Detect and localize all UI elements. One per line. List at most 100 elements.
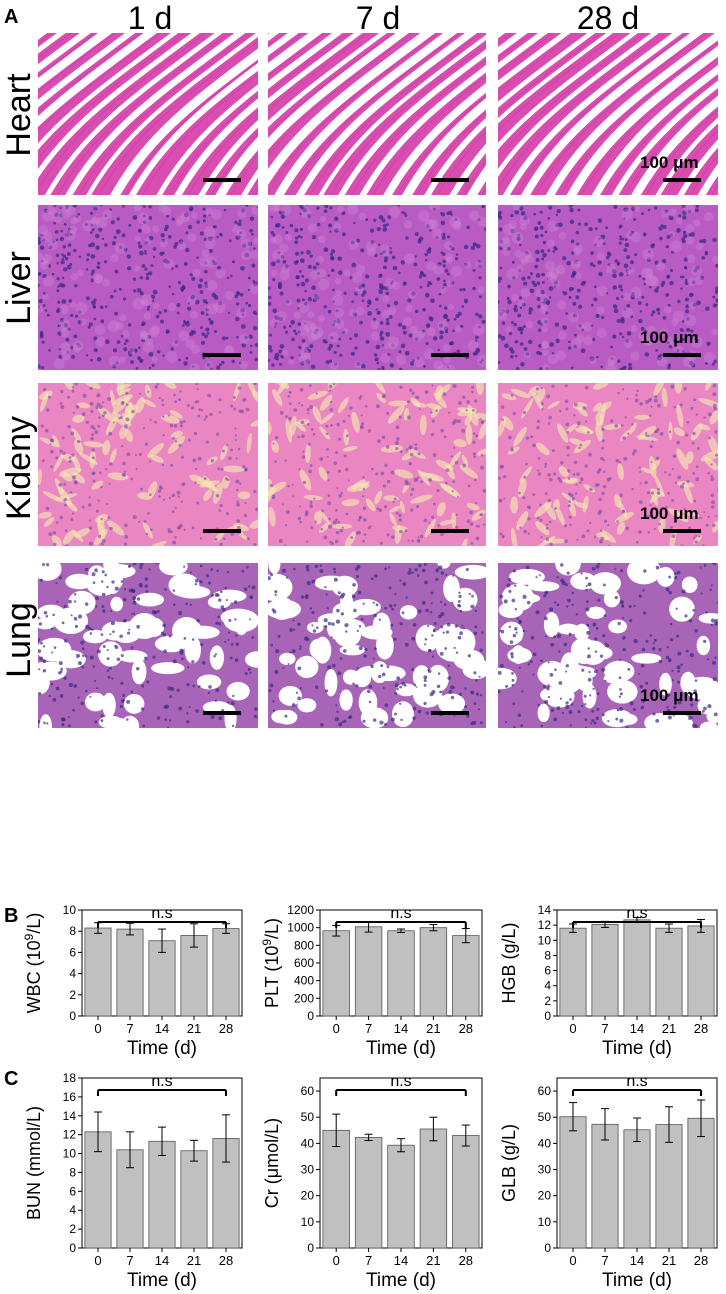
y-tick-label: 4 [69,967,76,981]
y-tick-label: 400 [294,974,314,988]
x-tick-label: 21 [662,1021,676,1036]
bar [116,928,144,1017]
significance-label: n.s [390,1073,411,1090]
significance-label: n.s [626,905,647,922]
x-axis-label: Time (d) [127,1038,197,1059]
y-tick-label: 6 [544,964,551,978]
significance-label: n.s [390,905,411,922]
scale-bar [431,711,469,715]
x-axis-label: Time (d) [602,1270,672,1291]
row-label-kidney: Kideny [0,416,38,520]
y-tick-label: 10 [538,933,552,947]
scale-bar [431,353,469,357]
bar [623,1129,651,1249]
y-tick-label: 60 [538,1084,552,1098]
scale-bar [203,711,241,715]
x-tick-label: 0 [569,1253,576,1268]
y-tick-label: 60 [301,1084,315,1098]
significance-label: n.s [626,1073,647,1090]
histology-liver-28d [498,205,718,370]
x-tick-label: 14 [630,1021,644,1036]
bar [559,927,587,1017]
x-tick-label: 21 [426,1021,440,1036]
x-tick-label: 0 [94,1021,101,1036]
significance-label: n.s [151,1073,172,1090]
y-tick-label: 12 [63,1128,77,1142]
significance-label: n.s [151,905,172,922]
scale-bar [663,711,701,715]
y-tick-label: 10 [301,1215,315,1229]
y-tick-label: 800 [294,938,314,952]
histology-heart-7d [268,33,486,195]
y-tick-label: 20 [301,1189,315,1203]
panel-label-c: C [4,1068,19,1090]
bun-chart: 0 7 14 21 28 0 2 4 6 8 10 12 14 16 18 n.s Time (d) BUN (m… [24,1071,243,1291]
scale-bar [663,529,701,533]
y-tick-label: 8 [544,948,551,962]
x-tick-label: 0 [333,1253,340,1268]
x-tick-label: 28 [219,1021,233,1036]
glb-chart: 0 7 14 21 28 0 10 20 30 40 50 60 n.s Time (d) GLB (g/L… [499,1073,718,1291]
y-tick-label: 14 [63,1109,77,1123]
y-tick-label: 0 [69,1241,76,1255]
bar [687,1117,715,1249]
y-tick-label: 2 [69,1222,76,1236]
bar [591,1123,619,1249]
y-tick-label: 4 [544,979,551,993]
y-tick-label: 10 [63,1147,77,1161]
x-axis-label: Time (d) [127,1270,197,1291]
y-tick-label: 14 [538,903,552,917]
y-tick-label: 40 [538,1136,552,1150]
x-tick-label: 28 [459,1021,473,1036]
y-tick-label: 6 [69,1184,76,1198]
scale-bar [431,178,469,182]
bar [322,930,350,1017]
y-tick-label: 50 [301,1110,315,1124]
bar [419,1128,448,1249]
x-tick-label: 21 [426,1253,440,1268]
panel-label-b: B [4,905,19,927]
histology-kidney-1d [38,383,258,546]
y-tick-label: 16 [63,1090,77,1104]
bar [591,923,619,1017]
bar [623,919,651,1017]
bar [354,926,383,1017]
bar [322,1129,350,1249]
scale-bar [663,178,701,182]
y-tick-label: 1000 [287,921,314,935]
x-axis-label: Time (d) [366,1270,436,1291]
bar [387,930,415,1017]
wbc-chart: 0 7 14 21 28 0 2 4 6 8 10 n.s Time (d) WBC (109/L) [22,903,243,1059]
x-tick-label: 14 [394,1253,408,1268]
y-tick-label: 10 [63,903,77,917]
y-axis-label: GLB (g/L) [499,1124,519,1202]
y-tick-label: 0 [69,1009,76,1023]
bar [387,1144,415,1249]
x-tick-label: 21 [187,1021,201,1036]
histology-lung-7d [268,563,486,728]
x-axis-label: Time (d) [602,1038,672,1059]
y-tick-label: 1200 [287,903,314,917]
row-label-lung: Lung [0,602,38,678]
y-tick-label: 0 [544,1241,551,1255]
bar [452,1135,480,1249]
bar [180,1150,208,1249]
y-tick-label: 600 [294,956,314,970]
y-tick-label: 6 [69,945,76,959]
x-tick-label: 7 [365,1021,372,1036]
bar [148,1140,176,1249]
scale-bar [203,178,241,182]
y-tick-label: 18 [63,1071,77,1085]
x-tick-label: 0 [333,1021,340,1036]
x-tick-label: 14 [394,1021,408,1036]
x-tick-label: 7 [601,1253,608,1268]
y-axis-label: PLT (109/L) [260,918,282,1008]
scale-bar [203,353,241,357]
scale-bar-label: 100 μm [640,686,699,705]
x-tick-label: 28 [694,1021,708,1036]
row-label-heart: Heart [0,73,38,157]
y-axis-label: Cr (μmol/L) [262,1118,282,1208]
bar [354,1136,383,1249]
scale-bar-label: 100 μm [640,504,699,523]
